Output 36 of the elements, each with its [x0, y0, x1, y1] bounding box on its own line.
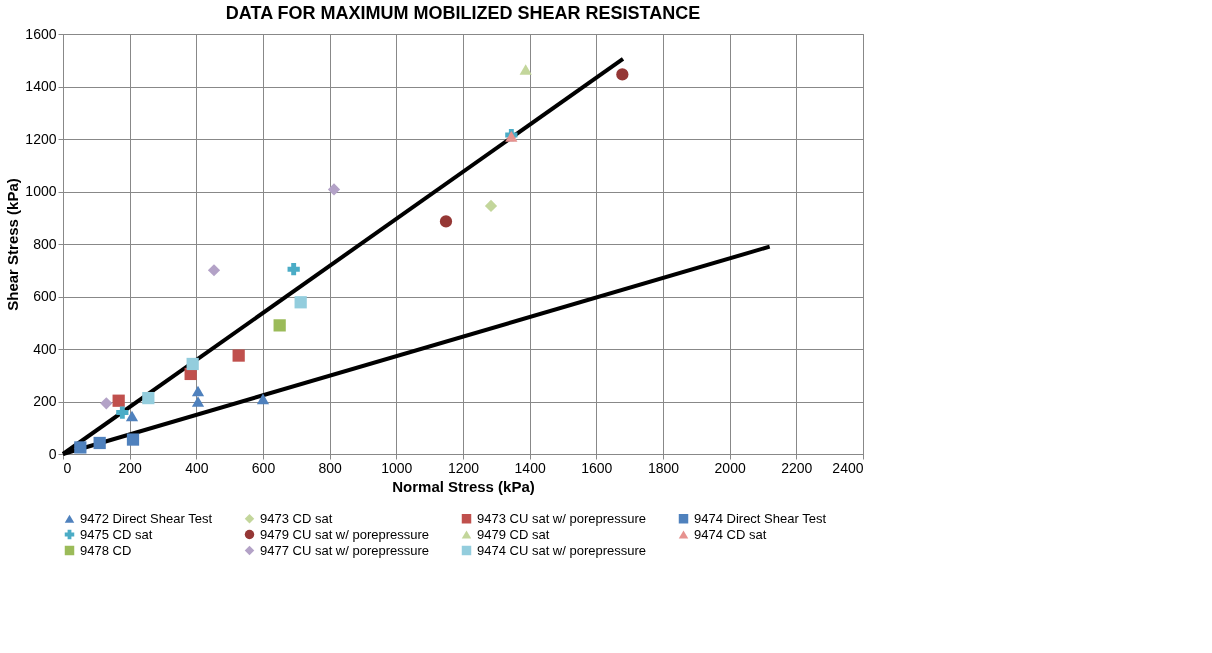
x-axis-title: Normal Stress (kPa)	[392, 477, 535, 495]
x-tick-label: 2200	[781, 459, 813, 476]
y-tick-label: 200	[33, 393, 57, 409]
legend-label: 9473 CU sat w/ porepressure	[477, 510, 647, 526]
legend-label: 9478 CD	[80, 542, 132, 558]
legend-label: 9479 CU sat w/ porepressure	[260, 526, 430, 542]
y-tick-label: 600	[33, 288, 57, 304]
x-tick-label: 1000	[381, 459, 413, 476]
y-tick-label: 1600	[25, 25, 57, 42]
y-tick-label: 0	[48, 445, 57, 462]
legend-label: 9473 CD sat	[260, 510, 333, 526]
x-tick-label: 1800	[647, 459, 680, 476]
x-tick-label: 800	[318, 459, 343, 476]
x-tick-label: 0	[63, 459, 72, 476]
legend-label: 9479 CD sat	[477, 526, 550, 542]
legend-label: 9477 CU sat w/ porepressure	[260, 542, 430, 558]
legend-label: 9474 CD sat	[694, 526, 767, 542]
x-tick-label: 400	[185, 459, 209, 476]
y-tick-label: 400	[33, 340, 57, 357]
legend-label: 9472 Direct Shear Test	[80, 510, 213, 526]
x-tick-label: 1400	[514, 459, 546, 476]
y-tick-label: 1400	[25, 78, 57, 94]
legend-label: 9474 Direct Shear Test	[694, 510, 827, 526]
y-axis-title: Shear Stress (kPa)	[4, 178, 22, 311]
x-tick-label: 1200	[447, 459, 480, 476]
y-tick-label: 1000	[25, 183, 57, 199]
legend-label: 9475 CD sat	[80, 526, 153, 542]
x-tick-label: 2000	[714, 459, 746, 476]
legend-label: 9474 CU sat w/ porepressure	[477, 542, 647, 558]
x-tick-label: 2400	[832, 459, 864, 476]
y-tick-label: 800	[33, 235, 57, 252]
x-tick-label: 600	[251, 459, 276, 476]
chart-title: DATA FOR MAXIMUM MOBILIZED SHEAR RESISTANCE	[225, 3, 701, 23]
x-tick-label: 1600	[581, 459, 613, 476]
x-tick-label: 200	[118, 459, 143, 476]
y-tick-label: 1200	[25, 130, 57, 147]
